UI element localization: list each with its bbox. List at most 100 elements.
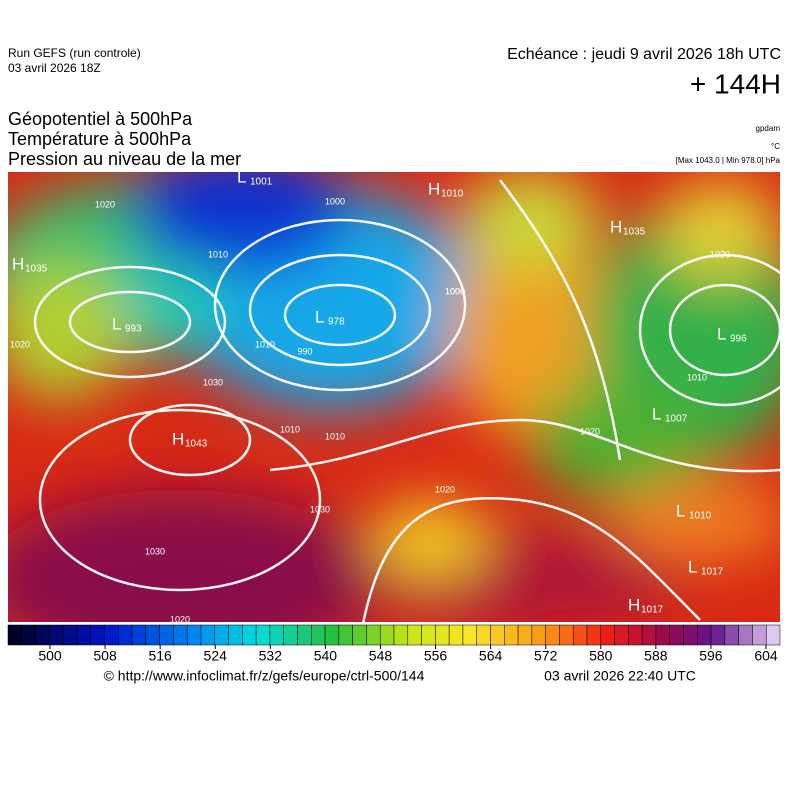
colorbar-swatch [118, 624, 133, 646]
colorbar-swatch [173, 624, 188, 646]
isobar-label: 1000 [445, 286, 465, 296]
colorbar-label: 580 [589, 648, 613, 664]
isobar-label: 1020 [95, 199, 115, 209]
colorbar-swatch [90, 624, 105, 646]
colorbar-swatch [200, 624, 216, 646]
isobar-label: 1010 [208, 249, 228, 259]
center-value: 978 [328, 317, 345, 328]
colorbar-swatch [738, 624, 753, 646]
center-value: 1010 [689, 511, 712, 522]
field-title: Pression au niveau de la mer [8, 149, 241, 169]
colorbar-swatch [476, 624, 491, 646]
run-label: Run GEFS (run controle) [8, 46, 141, 60]
center-letter: H [172, 429, 184, 448]
map [8, 172, 780, 622]
colorbar-swatch [228, 624, 243, 646]
center-value: 1035 [25, 264, 48, 275]
colorbar-swatch [21, 624, 36, 646]
colorbar-label: 524 [204, 648, 228, 664]
center-value: 1007 [665, 414, 688, 425]
colorbar-swatch [559, 624, 574, 646]
center-value: 1017 [641, 605, 664, 616]
center-letter: L [676, 501, 685, 520]
run-date: 03 avril 2026 18Z [8, 61, 101, 75]
isobar-label: 1030 [310, 504, 330, 514]
colorbar-swatch [159, 624, 174, 646]
colorbar-swatch [214, 624, 229, 646]
valid-time: Echéance : jeudi 9 avril 2026 18h UTC [507, 46, 781, 63]
colorbar-swatch [490, 624, 505, 646]
isobar-label: 1030 [203, 377, 223, 387]
colorbar-label: 500 [38, 648, 62, 664]
center-value: 1043 [185, 439, 208, 450]
isobar-label: 1020 [10, 339, 30, 349]
colorbar-swatch [76, 624, 91, 646]
colorbar-swatch [35, 624, 50, 646]
colorbar-swatch [104, 624, 119, 646]
colorbar-swatch [379, 624, 395, 646]
colorbar-label: 572 [534, 648, 558, 664]
colorbar-label: 548 [369, 648, 393, 664]
isobar-label: 1020 [710, 249, 730, 259]
colorbar-swatch [655, 624, 670, 646]
lead-time: + 144H [690, 68, 781, 99]
colorbar-swatch [628, 624, 643, 646]
colorbar-swatch [531, 624, 546, 646]
center-value: 1001 [250, 177, 273, 188]
isobar-label: 1020 [170, 614, 190, 624]
field-title: Géopotentiel à 500hPa [8, 109, 193, 129]
colorbar-swatch [393, 624, 409, 646]
isobar-label: 1010 [325, 431, 345, 441]
colorbar-swatch [145, 624, 160, 646]
colorbar-swatch [186, 624, 202, 646]
colorbar-label: 532 [259, 648, 283, 664]
colorbar-label: 564 [479, 648, 503, 664]
colorbar-label: 508 [93, 648, 117, 664]
center-letter: H [610, 217, 622, 236]
colorbar-swatch [352, 624, 367, 646]
colorbar-swatch [765, 624, 781, 646]
colorbar-swatch [131, 624, 147, 646]
colorbar-swatch [545, 624, 560, 646]
center-letter: H [12, 254, 24, 273]
colorbar-swatch [283, 624, 298, 646]
colorbar-swatch [435, 624, 450, 646]
unit: gpdam [756, 124, 781, 133]
colorbar-label: 596 [699, 648, 723, 664]
field-title: Température à 500hPa [8, 129, 192, 149]
center-value: 993 [125, 324, 142, 335]
colorbar-label: 516 [148, 648, 172, 664]
colorbar-label: 556 [424, 648, 448, 664]
colorbar-swatch [462, 624, 477, 646]
colorbar-swatch [49, 624, 64, 646]
colorbar-swatch [407, 624, 422, 646]
center-letter: L [112, 314, 121, 333]
center-value: 996 [730, 334, 747, 345]
center-letter: H [628, 595, 640, 614]
center-letter: L [688, 557, 697, 576]
center-letter: L [237, 167, 246, 186]
colorbar-swatch [600, 624, 615, 646]
colorbar-swatch [586, 624, 602, 646]
isobar-label: 1010 [255, 339, 275, 349]
colorbar-swatch [448, 624, 464, 646]
colorbar-swatch [269, 624, 284, 646]
colorbar-swatch [338, 624, 353, 646]
colorbar-swatch [614, 624, 629, 646]
center-letter: L [717, 324, 726, 343]
colorbar-swatch [517, 624, 533, 646]
center-value: 1035 [623, 227, 646, 238]
colorbar-label: 540 [314, 648, 338, 664]
colorbar-swatch [311, 624, 326, 646]
isobar-label: 1030 [145, 546, 165, 556]
center-letter: L [652, 404, 661, 423]
colorbar-swatch [421, 624, 436, 646]
colorbar-swatch [7, 624, 23, 646]
colorbar-swatch [324, 624, 340, 646]
unit: °C [771, 142, 780, 151]
isobar-label: 1020 [435, 484, 455, 494]
center-letter: L [315, 307, 324, 326]
generated-time: 03 avril 2026 22:40 UTC [544, 668, 696, 684]
